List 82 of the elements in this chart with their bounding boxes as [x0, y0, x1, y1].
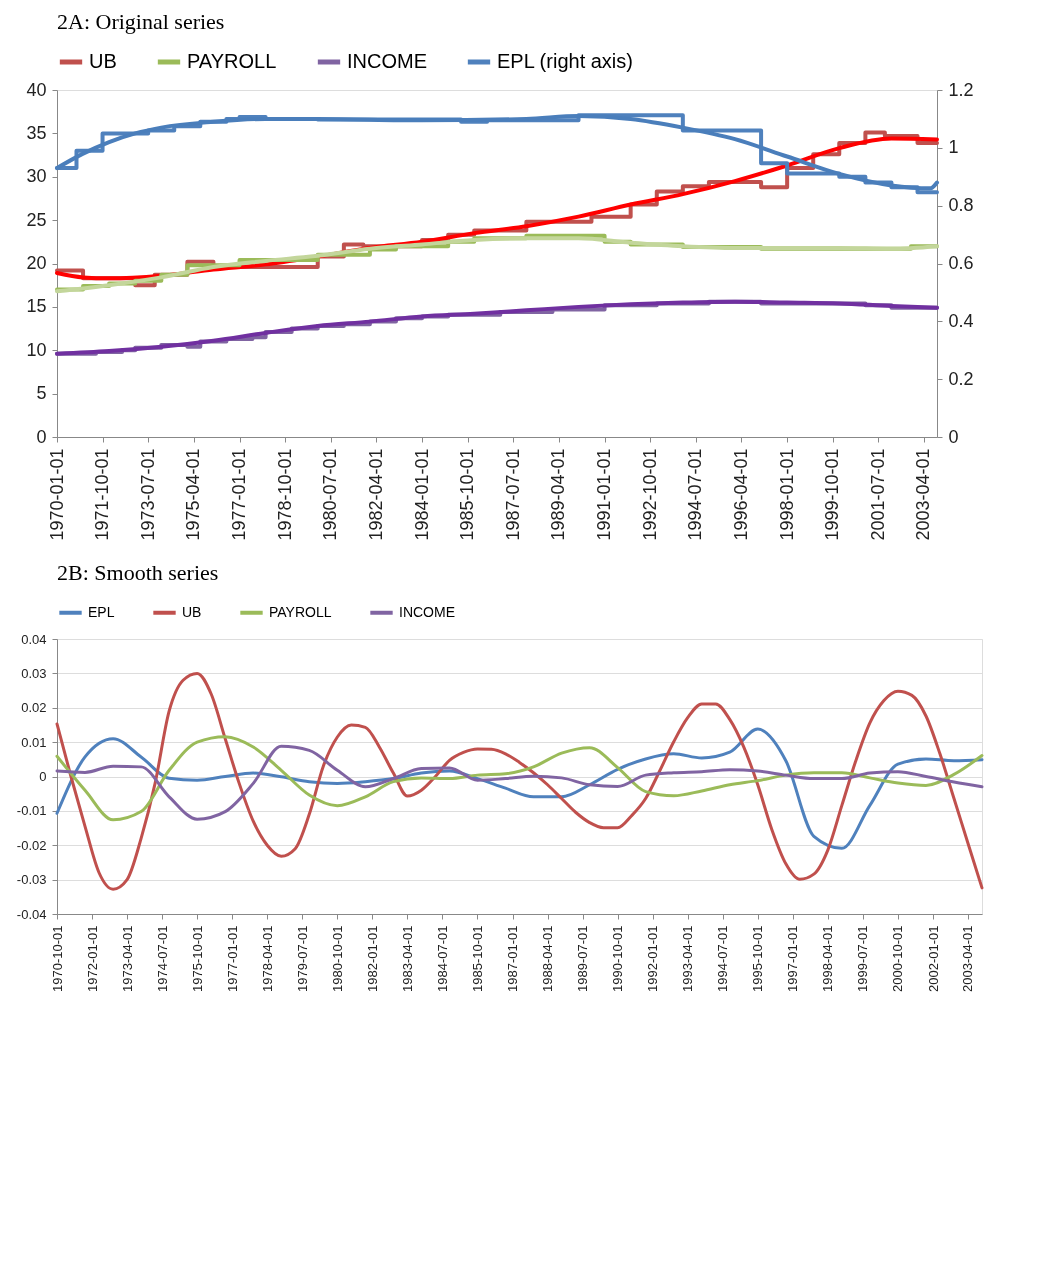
x-tick-label: 1970-01-01 — [46, 448, 67, 541]
x-tick-label: 1998-04-01 — [820, 925, 836, 992]
y-tick-label: 0.01 — [21, 734, 47, 750]
y-tick-label: 5 — [36, 383, 47, 404]
legend-label: EPL (right axis) — [497, 50, 633, 72]
x-tick-label: 1973-04-01 — [119, 925, 135, 992]
x-tick-label: 2002-01-01 — [925, 925, 941, 992]
x-tick-label: 1999-10-01 — [822, 448, 843, 541]
y-tick-label: 15 — [26, 296, 47, 317]
x-tick-label: 1973-07-01 — [137, 448, 158, 541]
y2-tick-label: 1 — [948, 137, 959, 158]
y-tick-label: 0 — [36, 426, 47, 447]
x-tick-label: 2003-04-01 — [913, 448, 934, 541]
y-tick-label: 40 — [26, 79, 47, 100]
y-tick-label: 0.02 — [21, 700, 47, 716]
y-tick-label: 25 — [26, 209, 47, 230]
x-tick-label: 1974-07-01 — [154, 925, 170, 992]
x-tick-label: 1980-10-01 — [329, 925, 345, 992]
x-tick-label: 1991-01-01 — [594, 448, 615, 541]
x-tick-label: 1992-01-01 — [645, 925, 661, 992]
x-tick-label: 1995-10-01 — [750, 925, 766, 992]
x-tick-label: 1994-07-01 — [715, 925, 731, 992]
x-tick-label: 2000-10-01 — [890, 925, 906, 992]
legend-label: EPL — [88, 603, 115, 620]
x-tick-label: 1989-04-01 — [548, 448, 569, 541]
x-tick-label: 1977-01-01 — [229, 448, 250, 541]
chart-title: 2B: Smooth series — [57, 560, 219, 585]
x-tick-label: 1985-10-01 — [469, 925, 485, 992]
x-tick-label: 2001-07-01 — [867, 448, 888, 541]
x-tick-label: 1990-10-01 — [610, 925, 626, 992]
x-tick-label: 1988-04-01 — [540, 925, 556, 992]
y2-tick-label: 0 — [948, 426, 959, 447]
y2-tick-label: 0.6 — [948, 253, 974, 273]
legend-label: INCOME — [399, 603, 455, 620]
x-tick-label: 1994-07-01 — [685, 448, 706, 541]
x-tick-label: 1992-10-01 — [639, 448, 660, 541]
x-tick-label: 1987-07-01 — [502, 448, 523, 541]
x-tick-label: 1975-10-01 — [189, 925, 205, 992]
x-tick-label: 1972-01-01 — [84, 925, 100, 992]
x-tick-label: 1993-04-01 — [680, 925, 696, 992]
y2-tick-label: 0.4 — [948, 310, 974, 331]
x-tick-label: 1996-04-01 — [730, 448, 751, 541]
x-tick-label: 1975-04-01 — [183, 448, 204, 541]
y2-tick-label: 0.2 — [948, 368, 974, 389]
y-tick-label: -0.04 — [16, 906, 47, 922]
x-tick-label: 1971-10-01 — [92, 448, 113, 541]
x-tick-label: 1979-07-01 — [294, 925, 310, 992]
x-tick-label: 1983-04-01 — [399, 925, 415, 992]
y-tick-label: 0.03 — [21, 665, 47, 681]
y-tick-label: 10 — [26, 339, 47, 360]
y-tick-label: 30 — [26, 166, 47, 187]
x-tick-label: 1978-10-01 — [274, 448, 295, 541]
y-tick-label: -0.03 — [16, 872, 47, 888]
legend-label: PAYROLL — [269, 603, 332, 620]
legend-label: UB — [89, 50, 117, 72]
legend-label: UB — [182, 603, 202, 620]
x-tick-label: 1997-01-01 — [785, 925, 801, 992]
x-tick-label: 1982-01-01 — [364, 925, 380, 992]
y-tick-label: -0.02 — [16, 837, 47, 853]
x-tick-label: 1977-01-01 — [224, 925, 240, 992]
x-tick-label: 1978-04-01 — [259, 925, 275, 992]
y2-tick-label: 0.8 — [948, 195, 974, 216]
x-tick-label: 2003-04-01 — [960, 925, 976, 992]
x-tick-label: 1984-07-01 — [434, 925, 450, 992]
y2-tick-label: 1.2 — [948, 79, 974, 100]
x-tick-label: 1985-10-01 — [457, 448, 478, 541]
legend-label: PAYROLL — [187, 50, 277, 72]
x-tick-label: 1999-07-01 — [855, 925, 871, 992]
legend-label: INCOME — [347, 50, 427, 72]
x-tick-label: 1980-07-01 — [320, 448, 341, 541]
x-tick-label: 1998-01-01 — [776, 448, 797, 541]
x-tick-label: 1984-01-01 — [411, 448, 432, 541]
x-tick-label: 1982-04-01 — [365, 448, 386, 541]
chart-title: 2A: Original series — [57, 9, 225, 34]
x-tick-label: 1970-10-01 — [49, 925, 65, 992]
y-tick-label: 35 — [26, 122, 47, 143]
y-tick-label: 0 — [39, 769, 47, 784]
y-tick-label: 20 — [26, 253, 47, 273]
y-tick-label: -0.01 — [16, 803, 47, 819]
x-tick-label: 1989-07-01 — [575, 925, 591, 992]
x-tick-label: 1987-01-01 — [505, 925, 521, 992]
y-tick-label: 0.04 — [21, 631, 47, 647]
